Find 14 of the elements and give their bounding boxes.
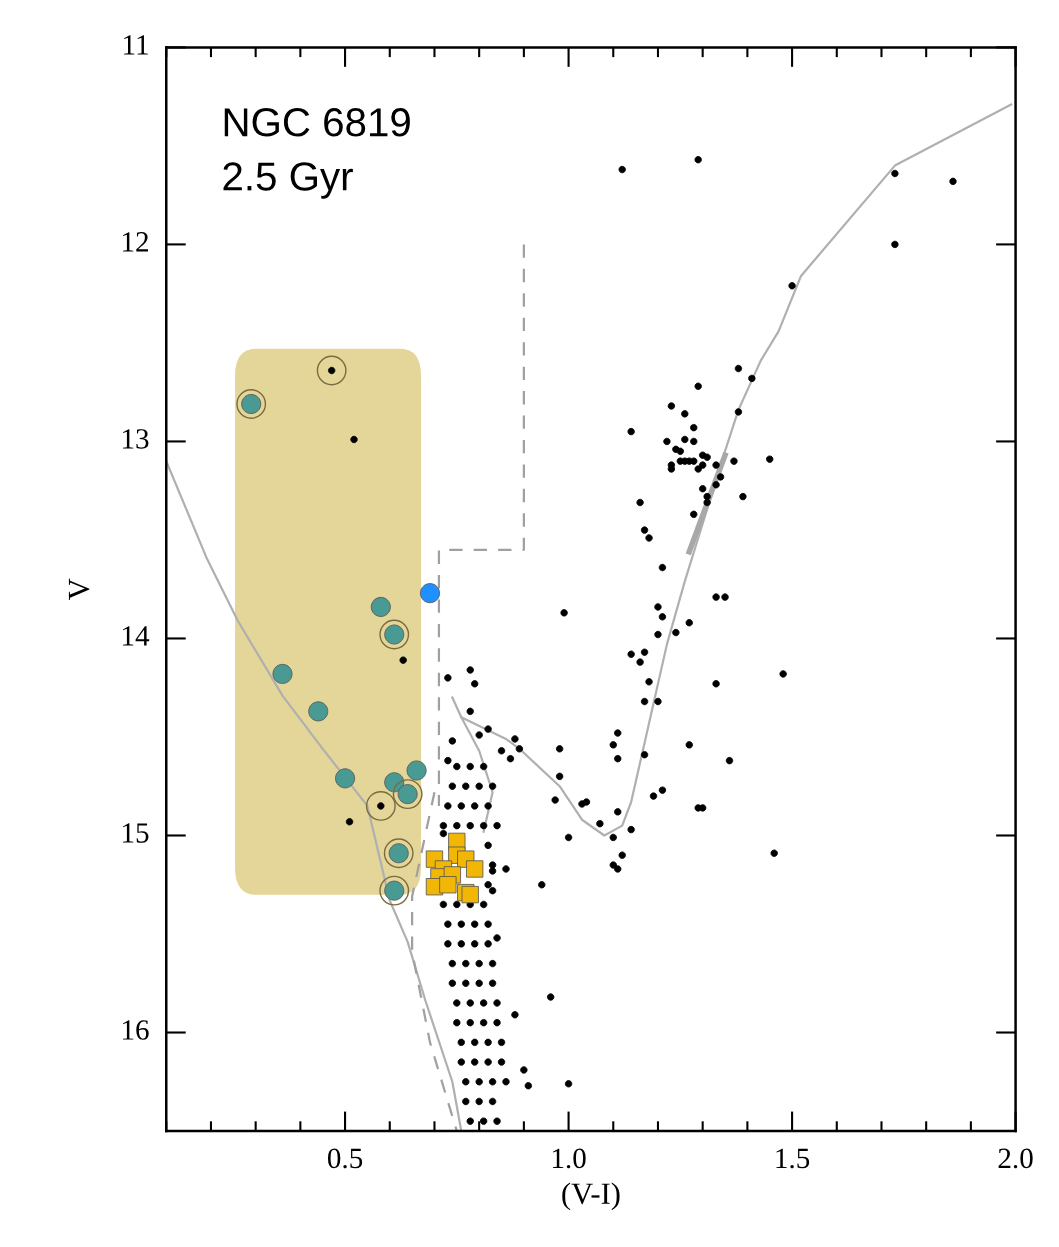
- annotation: NGC 6819: [224, 108, 410, 137]
- x-tick-label: 1.5: [776, 1148, 810, 1169]
- y-tick-label: 12: [123, 232, 148, 252]
- y-tick-label: 16: [123, 1020, 149, 1040]
- y-axis-title: V: [68, 578, 90, 600]
- y-tick-label: 11: [124, 35, 148, 55]
- x-tick-label: 2.0: [998, 1148, 1033, 1169]
- x-tick-label: 0.5: [327, 1148, 363, 1169]
- x-tick-label: 1.0: [552, 1148, 586, 1169]
- y-tick-label: 14: [123, 626, 150, 646]
- x-axis-title: (V-I): [562, 1182, 620, 1211]
- annotation: 2.5 Gyr: [223, 162, 353, 199]
- y-tick-label: 15: [123, 823, 149, 843]
- y-tick-label: 13: [123, 429, 149, 449]
